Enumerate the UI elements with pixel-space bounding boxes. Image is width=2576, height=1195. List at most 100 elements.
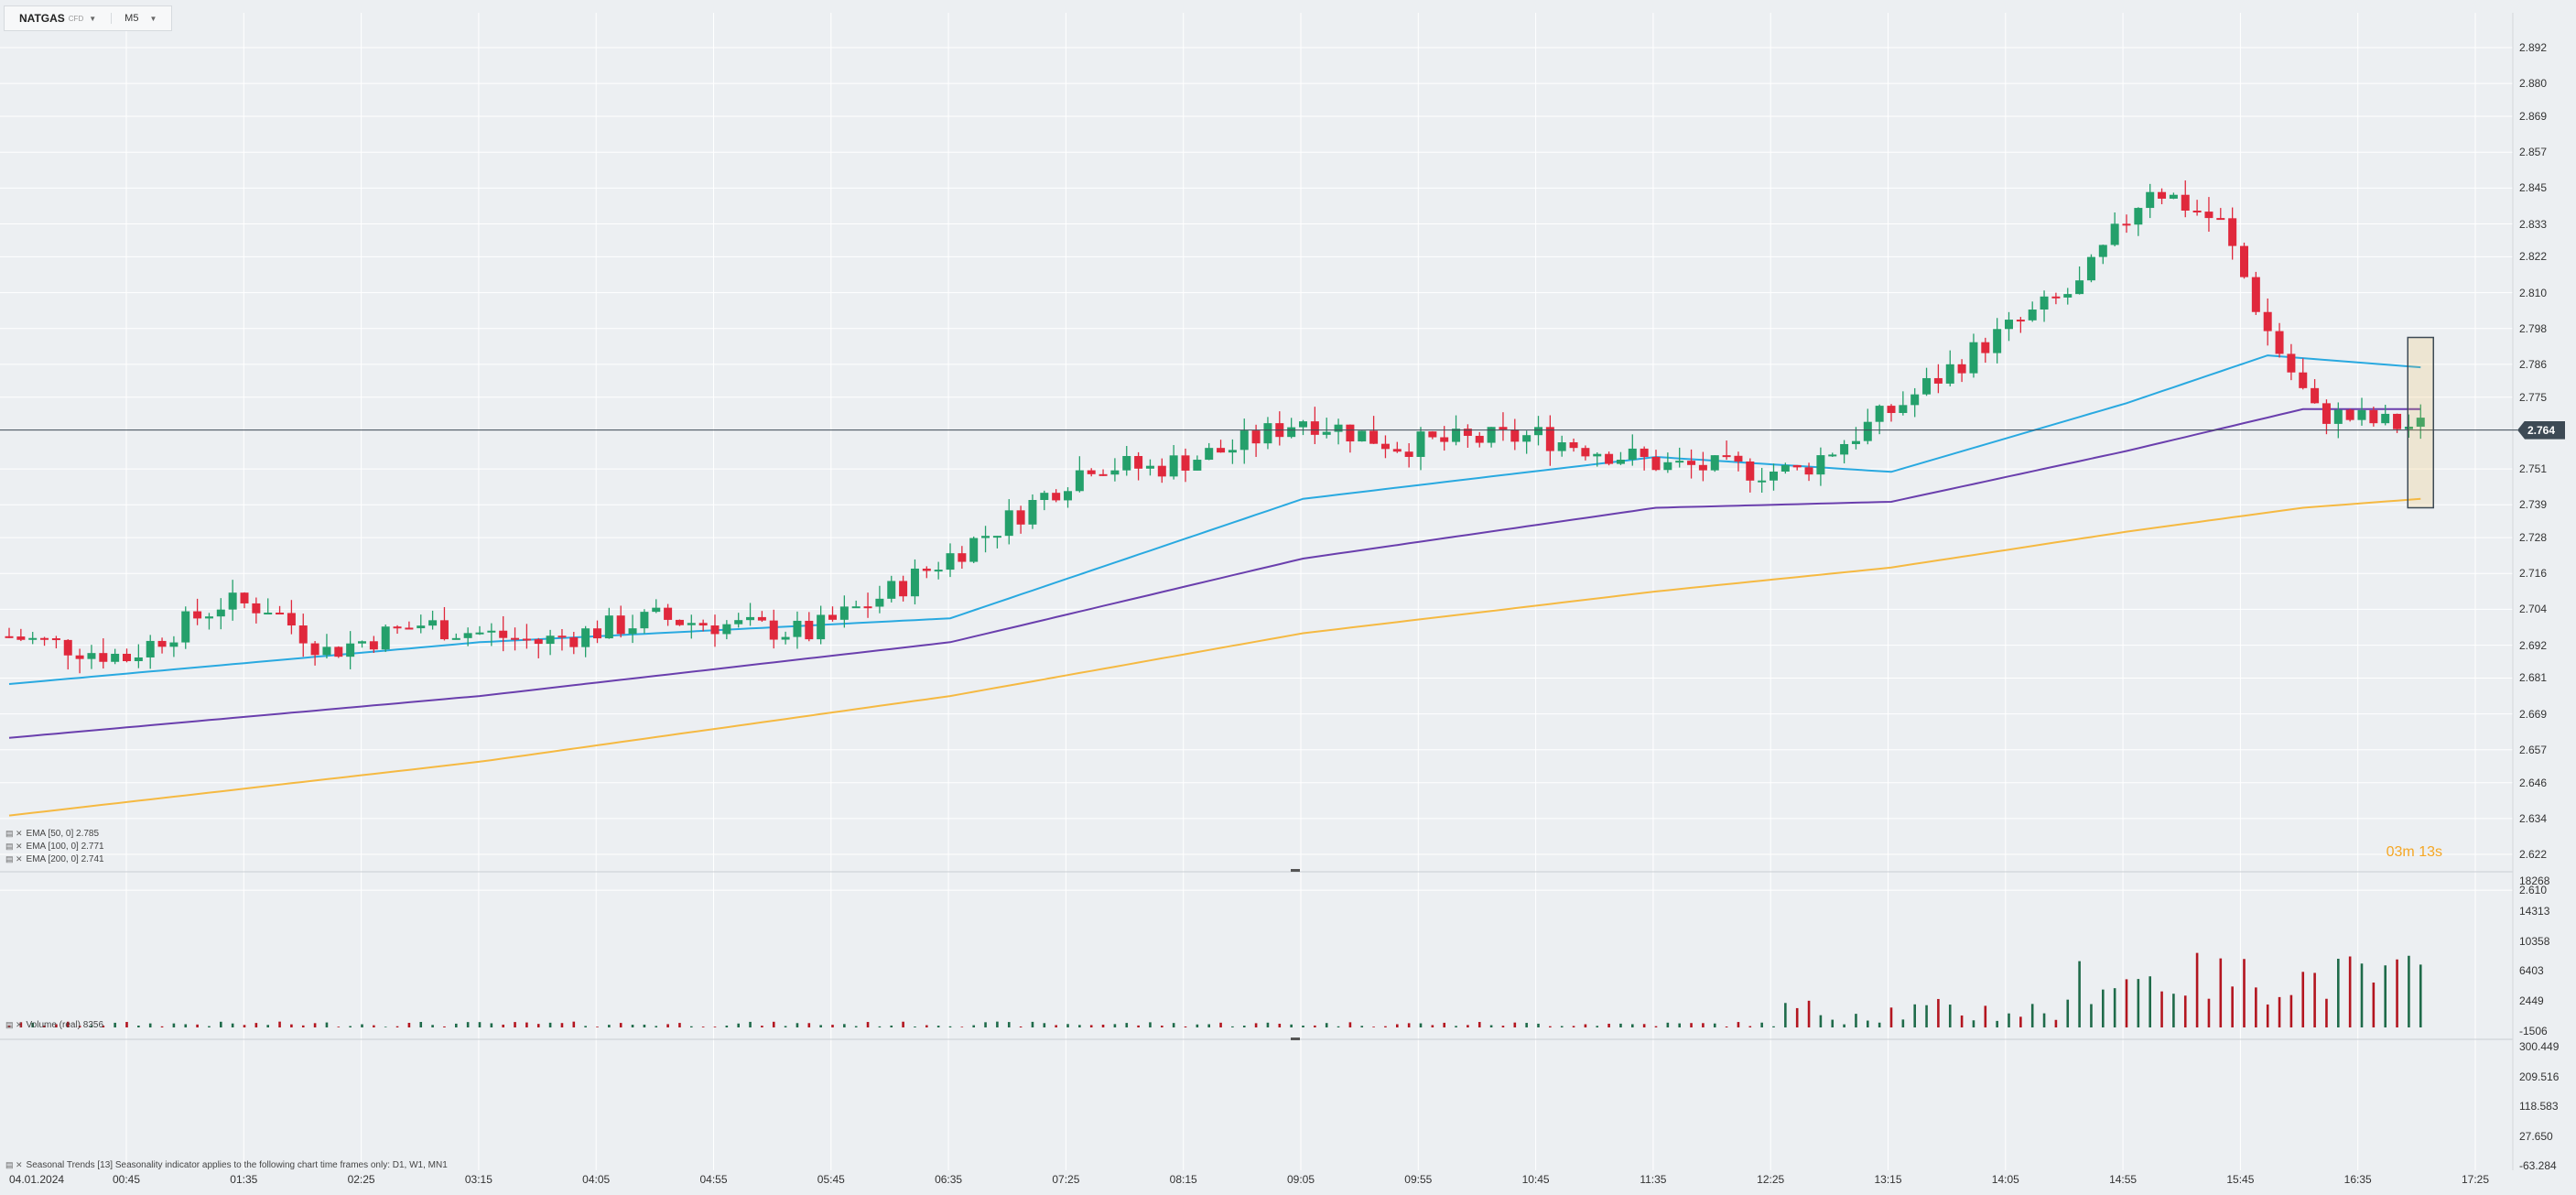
candle [2311,387,2320,404]
time-tick: 08:15 [1169,1173,1197,1186]
candle [1605,453,1614,464]
candle [946,553,955,570]
symbol-toolbar[interactable]: NATGAS CFD ▼ M5 ▼ [4,5,172,31]
candle [2322,403,2331,424]
legend-seasonal[interactable]: ▤ ✕ Seasonal Trends [13] Seasonality indi… [5,1160,448,1170]
legend-ema50[interactable]: ▤ ✕ EMA [50, 0] 2.785 [5,829,99,839]
legend-volume-text: Volume (real) 8356 [26,1020,104,1030]
seasonal-tick: 209.516 [2519,1070,2560,1083]
candle [1969,342,1978,374]
price-tick: 2.669 [2519,707,2548,721]
candle [1075,470,1084,492]
candle [5,636,14,638]
candle [1758,480,1767,483]
candle [28,637,38,640]
candle [805,620,814,640]
price-tick: 2.786 [2519,357,2548,371]
current-price-tag: 2.764 [2517,420,2565,440]
price-tick: 2.622 [2519,848,2548,861]
candle [1534,427,1542,436]
candle [369,641,378,650]
candle [2122,223,2131,226]
legend-volume[interactable]: ▤ ✕ Volume (real) 8356 [5,1020,103,1030]
candle [1052,493,1061,501]
candle [181,611,190,643]
candle [2369,409,2378,424]
candle [817,614,826,640]
chevron-down-icon: ▼ [149,14,157,23]
candle [1440,437,1449,442]
price-tick: 2.657 [2519,743,2548,756]
candle [887,581,896,599]
candle [298,625,308,644]
candle [698,623,708,626]
candle [2287,353,2296,373]
candle [2075,280,2084,295]
pane-resize-handle[interactable]: ▬ [1291,1033,1300,1043]
candle [1804,467,1813,475]
time-tick: 05:45 [817,1173,845,1186]
settings-icon[interactable]: ▤ ✕ [5,842,23,851]
candle [1452,429,1461,442]
candle [428,620,438,626]
candle [1358,430,1367,442]
candle [240,592,249,603]
legend-ema200[interactable]: ▤ ✕ EMA [200, 0] 2.741 [5,854,104,864]
candle [1522,435,1532,442]
candle [1263,423,1272,444]
candle [134,657,143,661]
candle [910,568,919,597]
seasonal-tick: -63.284 [2519,1159,2557,1173]
candle [2110,223,2119,245]
symbol-name[interactable]: NATGAS [19,12,65,25]
timeframe-select[interactable]: M5 ▼ [111,13,157,24]
candle [2393,413,2402,429]
candle [1428,431,1437,438]
price-tick: 2.798 [2519,321,2548,335]
chevron-down-icon[interactable]: ▼ [89,14,97,23]
legend-ema100[interactable]: ▤ ✕ EMA [100, 0] 2.771 [5,842,104,852]
price-tick: 2.728 [2519,531,2548,545]
candle [1217,448,1226,453]
candle [1322,431,1331,435]
settings-icon[interactable]: ▤ ✕ [5,1020,23,1029]
candle [1110,470,1120,475]
price-tick: 2.681 [2519,671,2548,685]
candle [1675,461,1684,463]
time-tick: 14:55 [2109,1173,2138,1186]
pane-resize-handle[interactable]: ▬ [1291,864,1300,875]
candle [1640,448,1649,457]
candle [417,625,426,629]
candle [992,536,1001,538]
seasonal-tick: 300.449 [2519,1040,2560,1053]
settings-icon[interactable]: ▤ ✕ [5,1160,23,1169]
candle [522,638,531,641]
candle [1875,406,1884,422]
candle [2416,418,2425,427]
candle [2381,413,2390,424]
price-tick: 2.692 [2519,638,2548,652]
time-tick: 00:45 [112,1173,141,1186]
time-tick: 12:25 [1757,1173,1785,1186]
candle [228,592,237,610]
candle [1780,464,1790,472]
candle [1569,442,1578,449]
candles [5,180,2425,674]
candle [16,636,26,640]
time-tick: 07:25 [1052,1173,1080,1186]
candle [687,623,696,625]
candle [1016,510,1025,525]
candle [204,616,213,619]
candle [2063,294,2073,298]
price-tick: 2.845 [2519,181,2548,195]
candle [287,613,296,626]
settings-icon[interactable]: ▤ ✕ [5,854,23,864]
candle [899,581,908,597]
timeframe-label: M5 [124,13,139,24]
time-tick: 03:15 [464,1173,492,1186]
candle [734,620,743,625]
settings-icon[interactable]: ▤ ✕ [5,829,23,838]
candle [1651,456,1661,471]
candle [87,653,96,659]
